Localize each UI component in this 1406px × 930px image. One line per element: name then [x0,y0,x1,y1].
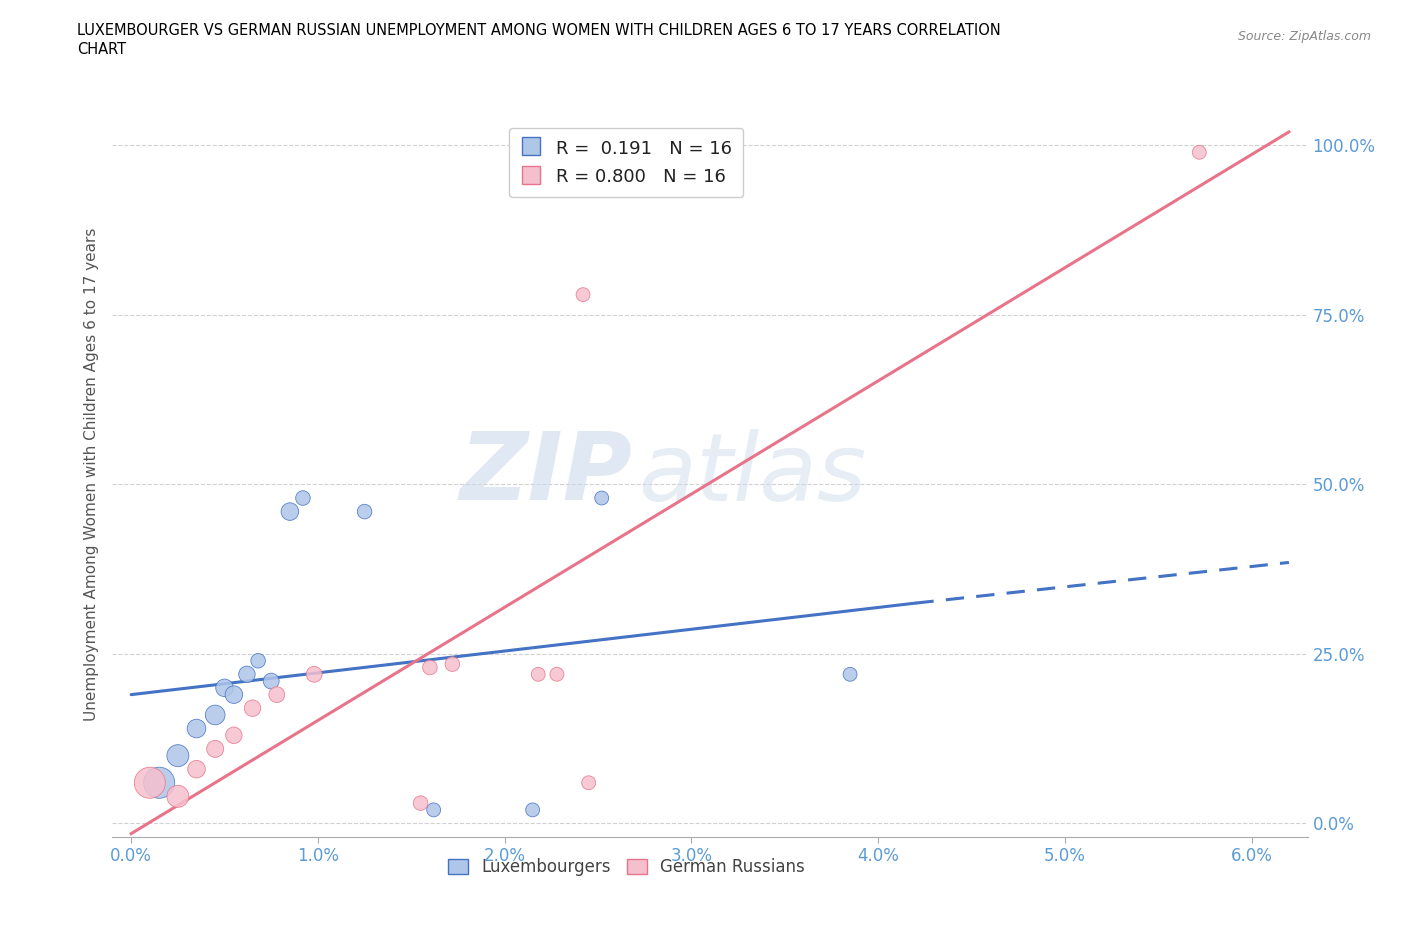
Text: LUXEMBOURGER VS GERMAN RUSSIAN UNEMPLOYMENT AMONG WOMEN WITH CHILDREN AGES 6 TO : LUXEMBOURGER VS GERMAN RUSSIAN UNEMPLOYM… [77,23,1001,38]
Text: ZIP: ZIP [460,429,633,520]
Point [186,721,208,736]
Point [242,700,264,715]
Point [419,660,441,675]
Point [578,776,600,790]
Point [441,657,464,671]
Point [302,667,325,682]
Point [204,741,226,756]
Text: Source: ZipAtlas.com: Source: ZipAtlas.com [1237,30,1371,43]
Point [546,667,568,682]
Point [166,789,188,804]
Point [527,667,550,682]
Point [214,681,236,696]
Point [572,287,595,302]
Point [204,708,226,723]
Point [222,728,245,743]
Point [291,491,314,506]
Y-axis label: Unemployment Among Women with Children Ages 6 to 17 years: Unemployment Among Women with Children A… [83,228,98,721]
Point [247,653,270,668]
Point [1188,145,1211,160]
Point [260,673,283,688]
Point [409,796,432,811]
Point [591,491,613,506]
Point [148,776,170,790]
Legend: Luxembourgers, German Russians: Luxembourgers, German Russians [441,852,811,883]
Point [353,504,375,519]
Point [166,749,188,764]
Text: atlas: atlas [638,429,866,520]
Point [522,803,544,817]
Text: CHART: CHART [77,42,127,57]
Point [186,762,208,777]
Point [222,687,245,702]
Point [139,776,162,790]
Point [266,687,288,702]
Point [278,504,301,519]
Point [236,667,259,682]
Point [422,803,444,817]
Point [839,667,862,682]
